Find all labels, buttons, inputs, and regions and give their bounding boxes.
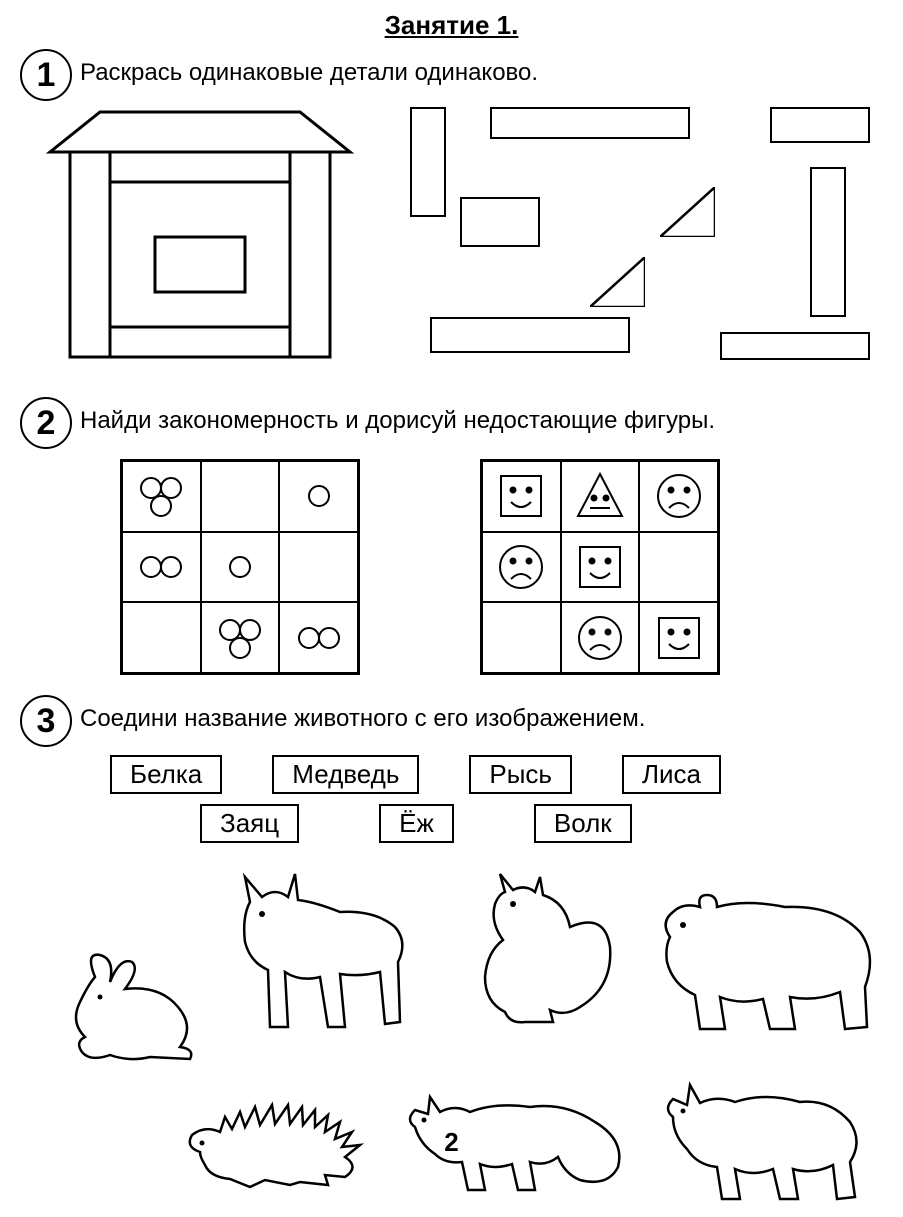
animals-area — [20, 857, 883, 1217]
animal-label: Рысь — [469, 755, 572, 794]
task-1-header: 1 Раскрась одинаковые детали одинаково. — [20, 49, 883, 101]
loose-rectangle — [720, 332, 870, 360]
loose-rectangle — [460, 197, 540, 247]
hedgehog-icon — [180, 1077, 380, 1197]
animal-label: Медведь — [272, 755, 419, 794]
grid-cell — [561, 602, 640, 673]
animal-label: Заяц — [200, 804, 299, 843]
grid-cell — [122, 532, 201, 603]
loose-rectangle — [430, 317, 630, 353]
task-1-text: Раскрась одинаковые детали одинаково. — [80, 49, 538, 87]
page-number: 2 — [444, 1127, 458, 1158]
grid-cell — [639, 532, 718, 603]
task-2-number: 2 — [20, 397, 72, 449]
animal-label-row-1: Белка Медведь Рысь Лиса — [20, 755, 883, 794]
grid-cell — [482, 461, 561, 532]
grid-cell — [561, 461, 640, 532]
task-3-header: 3 Соедини название животного с его изобр… — [20, 695, 883, 747]
house-icon — [40, 107, 360, 367]
grid-cell — [122, 461, 201, 532]
pattern-grid-a — [120, 459, 360, 675]
wolf-icon — [655, 1067, 865, 1217]
grid-cell — [639, 602, 718, 673]
task-1-figure-area — [20, 107, 883, 387]
task-1-number: 1 — [20, 49, 72, 101]
task-3-number: 3 — [20, 695, 72, 747]
animal-label: Волк — [534, 804, 632, 843]
loose-rectangle — [810, 167, 846, 317]
lynx-icon — [220, 862, 420, 1062]
loose-triangle — [660, 187, 715, 237]
bear-icon — [645, 877, 880, 1047]
animal-label-row-2: Заяц Ёж Волк — [20, 804, 883, 843]
animal-label: Ёж — [379, 804, 454, 843]
lesson-title: Занятие 1. — [20, 10, 883, 41]
animal-label: Лиса — [622, 755, 721, 794]
grid-cell — [279, 532, 358, 603]
loose-rectangle — [770, 107, 870, 143]
grid-cell — [122, 602, 201, 673]
loose-rectangle — [490, 107, 690, 139]
task-3-text: Соедини название животного с его изображ… — [80, 695, 645, 733]
grid-cell — [639, 461, 718, 532]
grid-cell — [482, 532, 561, 603]
grid-cell — [561, 532, 640, 603]
task-2-grids — [20, 459, 883, 675]
fox-icon — [400, 1072, 630, 1202]
squirrel-icon — [455, 862, 615, 1032]
task-2-header: 2 Найди закономерность и дорисуй недоста… — [20, 397, 883, 449]
grid-cell — [201, 602, 280, 673]
grid-cell — [482, 602, 561, 673]
rabbit-icon — [60, 947, 210, 1067]
grid-cell — [201, 461, 280, 532]
animal-label: Белка — [110, 755, 222, 794]
loose-rectangle — [410, 107, 446, 217]
grid-cell — [279, 461, 358, 532]
loose-triangle — [590, 257, 645, 307]
pattern-grid-b — [480, 459, 720, 675]
grid-cell — [201, 532, 280, 603]
task-2-text: Найди закономерность и дорисуй недостающ… — [80, 397, 715, 435]
grid-cell — [279, 602, 358, 673]
